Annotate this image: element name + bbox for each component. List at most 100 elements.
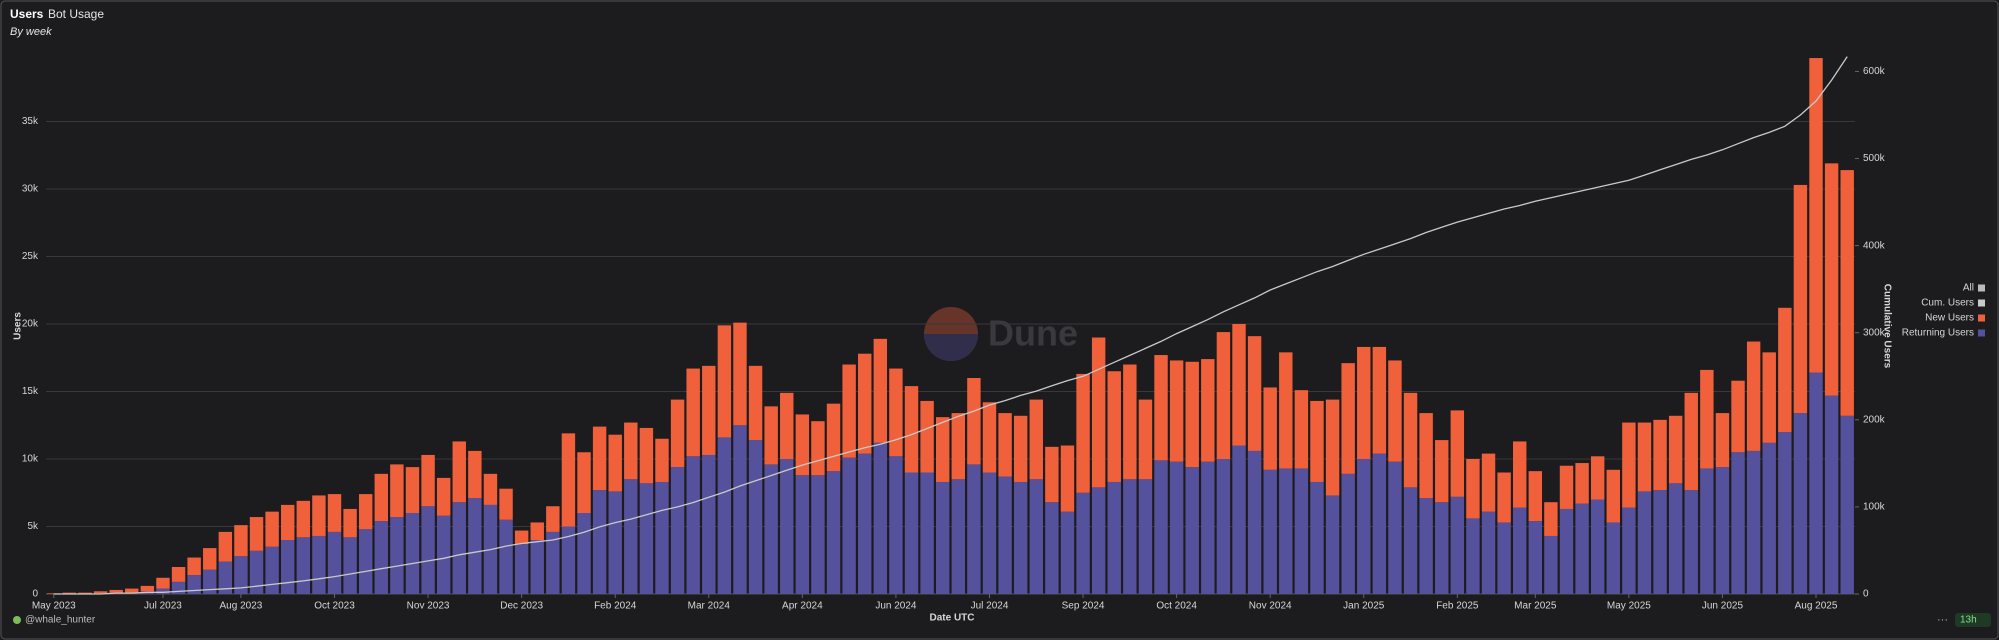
bar-segment xyxy=(421,454,435,507)
bar-segment xyxy=(670,399,685,468)
bar-segment xyxy=(1138,399,1153,480)
bar-segment xyxy=(1279,468,1293,594)
legend-swatch xyxy=(1978,329,1985,337)
bar-segment xyxy=(1060,511,1075,594)
legend-all[interactable]: All xyxy=(1963,283,1974,294)
bar-segment xyxy=(203,569,217,594)
bar-segment xyxy=(140,585,155,592)
bar-segment xyxy=(1450,496,1465,594)
bar-segment xyxy=(1357,346,1371,459)
bar-segment xyxy=(93,591,108,594)
x-tick-label: Feb 2025 xyxy=(1436,601,1479,612)
bar-segment xyxy=(312,495,326,536)
tab[interactable]: Bot Usage xyxy=(48,7,104,21)
chart-title[interactable]: Users xyxy=(10,7,44,21)
age: 13h xyxy=(1960,615,1977,626)
y2-tick-label: 0 xyxy=(1863,589,1869,600)
author[interactable]: @whale_hunter xyxy=(25,615,96,626)
bar-segment xyxy=(1762,352,1776,443)
bar-segment xyxy=(717,437,732,594)
y2-tick-label: 300k xyxy=(1863,327,1886,338)
bar-segment xyxy=(1731,452,1745,594)
bar-segment xyxy=(935,417,950,482)
bar-segment xyxy=(1138,479,1153,594)
bar-segment xyxy=(1045,502,1059,594)
legend-swatch xyxy=(1978,314,1985,322)
bar-segment xyxy=(967,378,981,465)
bar-segment xyxy=(1185,467,1199,594)
y-tick-label: 15k xyxy=(22,386,39,397)
bar-segment xyxy=(1466,459,1480,519)
bar-segment xyxy=(1372,453,1387,594)
bar-segment xyxy=(1513,441,1527,508)
bar-segment xyxy=(1528,521,1543,594)
bar-segment xyxy=(1840,170,1854,416)
bar-segment xyxy=(748,440,763,594)
bar-segment xyxy=(1606,522,1620,594)
bar-segment xyxy=(1684,490,1698,594)
bar-segment xyxy=(920,400,934,473)
bar-segment xyxy=(686,368,700,457)
bar-segment xyxy=(608,434,622,492)
y-tick-label: 35k xyxy=(22,116,39,127)
bar-segment xyxy=(811,421,825,476)
bar-segment xyxy=(1294,390,1309,469)
bar-segment xyxy=(1247,450,1262,594)
bar-segment xyxy=(998,413,1012,477)
bar-segment xyxy=(390,464,404,518)
bar-segment xyxy=(468,450,482,499)
bar-segment xyxy=(982,402,997,473)
bar-segment xyxy=(405,467,420,513)
bar-segment xyxy=(1497,472,1511,523)
legend-label[interactable]: Returning Users xyxy=(1902,328,1974,339)
bar-segment xyxy=(826,403,841,472)
bar-segment xyxy=(592,490,607,594)
bar-segment xyxy=(1559,508,1574,594)
bar-segment xyxy=(234,556,248,594)
bar-segment xyxy=(1263,469,1277,594)
x-tick-label: Jul 2023 xyxy=(144,601,182,612)
bar-segment xyxy=(1154,355,1168,461)
x-tick-label: Jul 2024 xyxy=(971,601,1009,612)
bar-segment xyxy=(296,500,311,538)
bar-segment xyxy=(1091,337,1106,488)
bar-segment xyxy=(203,548,217,570)
more-menu[interactable]: ··· xyxy=(1937,614,1948,626)
bar-segment xyxy=(920,472,934,594)
bar-segment xyxy=(1715,413,1730,468)
bar-segment xyxy=(546,531,560,594)
bar-segment xyxy=(1840,415,1854,594)
bar-segment xyxy=(655,481,669,594)
bar-segment xyxy=(109,589,123,593)
bar-segment xyxy=(1622,422,1636,508)
bar-segment xyxy=(1575,503,1589,594)
bar-segment xyxy=(1045,446,1059,503)
bar-segment xyxy=(1419,413,1433,499)
bar-segment xyxy=(1809,372,1823,594)
bar-segment xyxy=(733,425,747,594)
bar-segment xyxy=(1793,413,1808,594)
x-axis-label: Date UTC xyxy=(929,613,974,624)
bar-segment xyxy=(1060,445,1075,512)
bar-segment xyxy=(733,322,747,426)
bar-segment xyxy=(1403,487,1418,594)
bar-segment xyxy=(1341,473,1355,594)
bar-segment xyxy=(78,592,92,594)
x-tick-label: Dec 2023 xyxy=(500,601,543,612)
bar-segment xyxy=(390,517,404,594)
legend-label[interactable]: New Users xyxy=(1925,313,1974,324)
bar-segment xyxy=(1325,495,1340,594)
legend-label[interactable]: Cum. Users xyxy=(1921,298,1974,309)
bar-segment xyxy=(1684,392,1698,491)
bar-segment xyxy=(577,513,591,594)
bar-segment xyxy=(1403,392,1418,488)
bar-segment xyxy=(904,472,919,594)
bar-segment xyxy=(842,364,856,458)
bar-segment xyxy=(1247,336,1262,451)
y2-tick-label: 200k xyxy=(1863,414,1886,425)
bar-segment xyxy=(1746,341,1761,451)
bar-segment xyxy=(1653,419,1667,491)
bar-segment xyxy=(561,433,576,527)
bar-segment xyxy=(1341,363,1355,474)
